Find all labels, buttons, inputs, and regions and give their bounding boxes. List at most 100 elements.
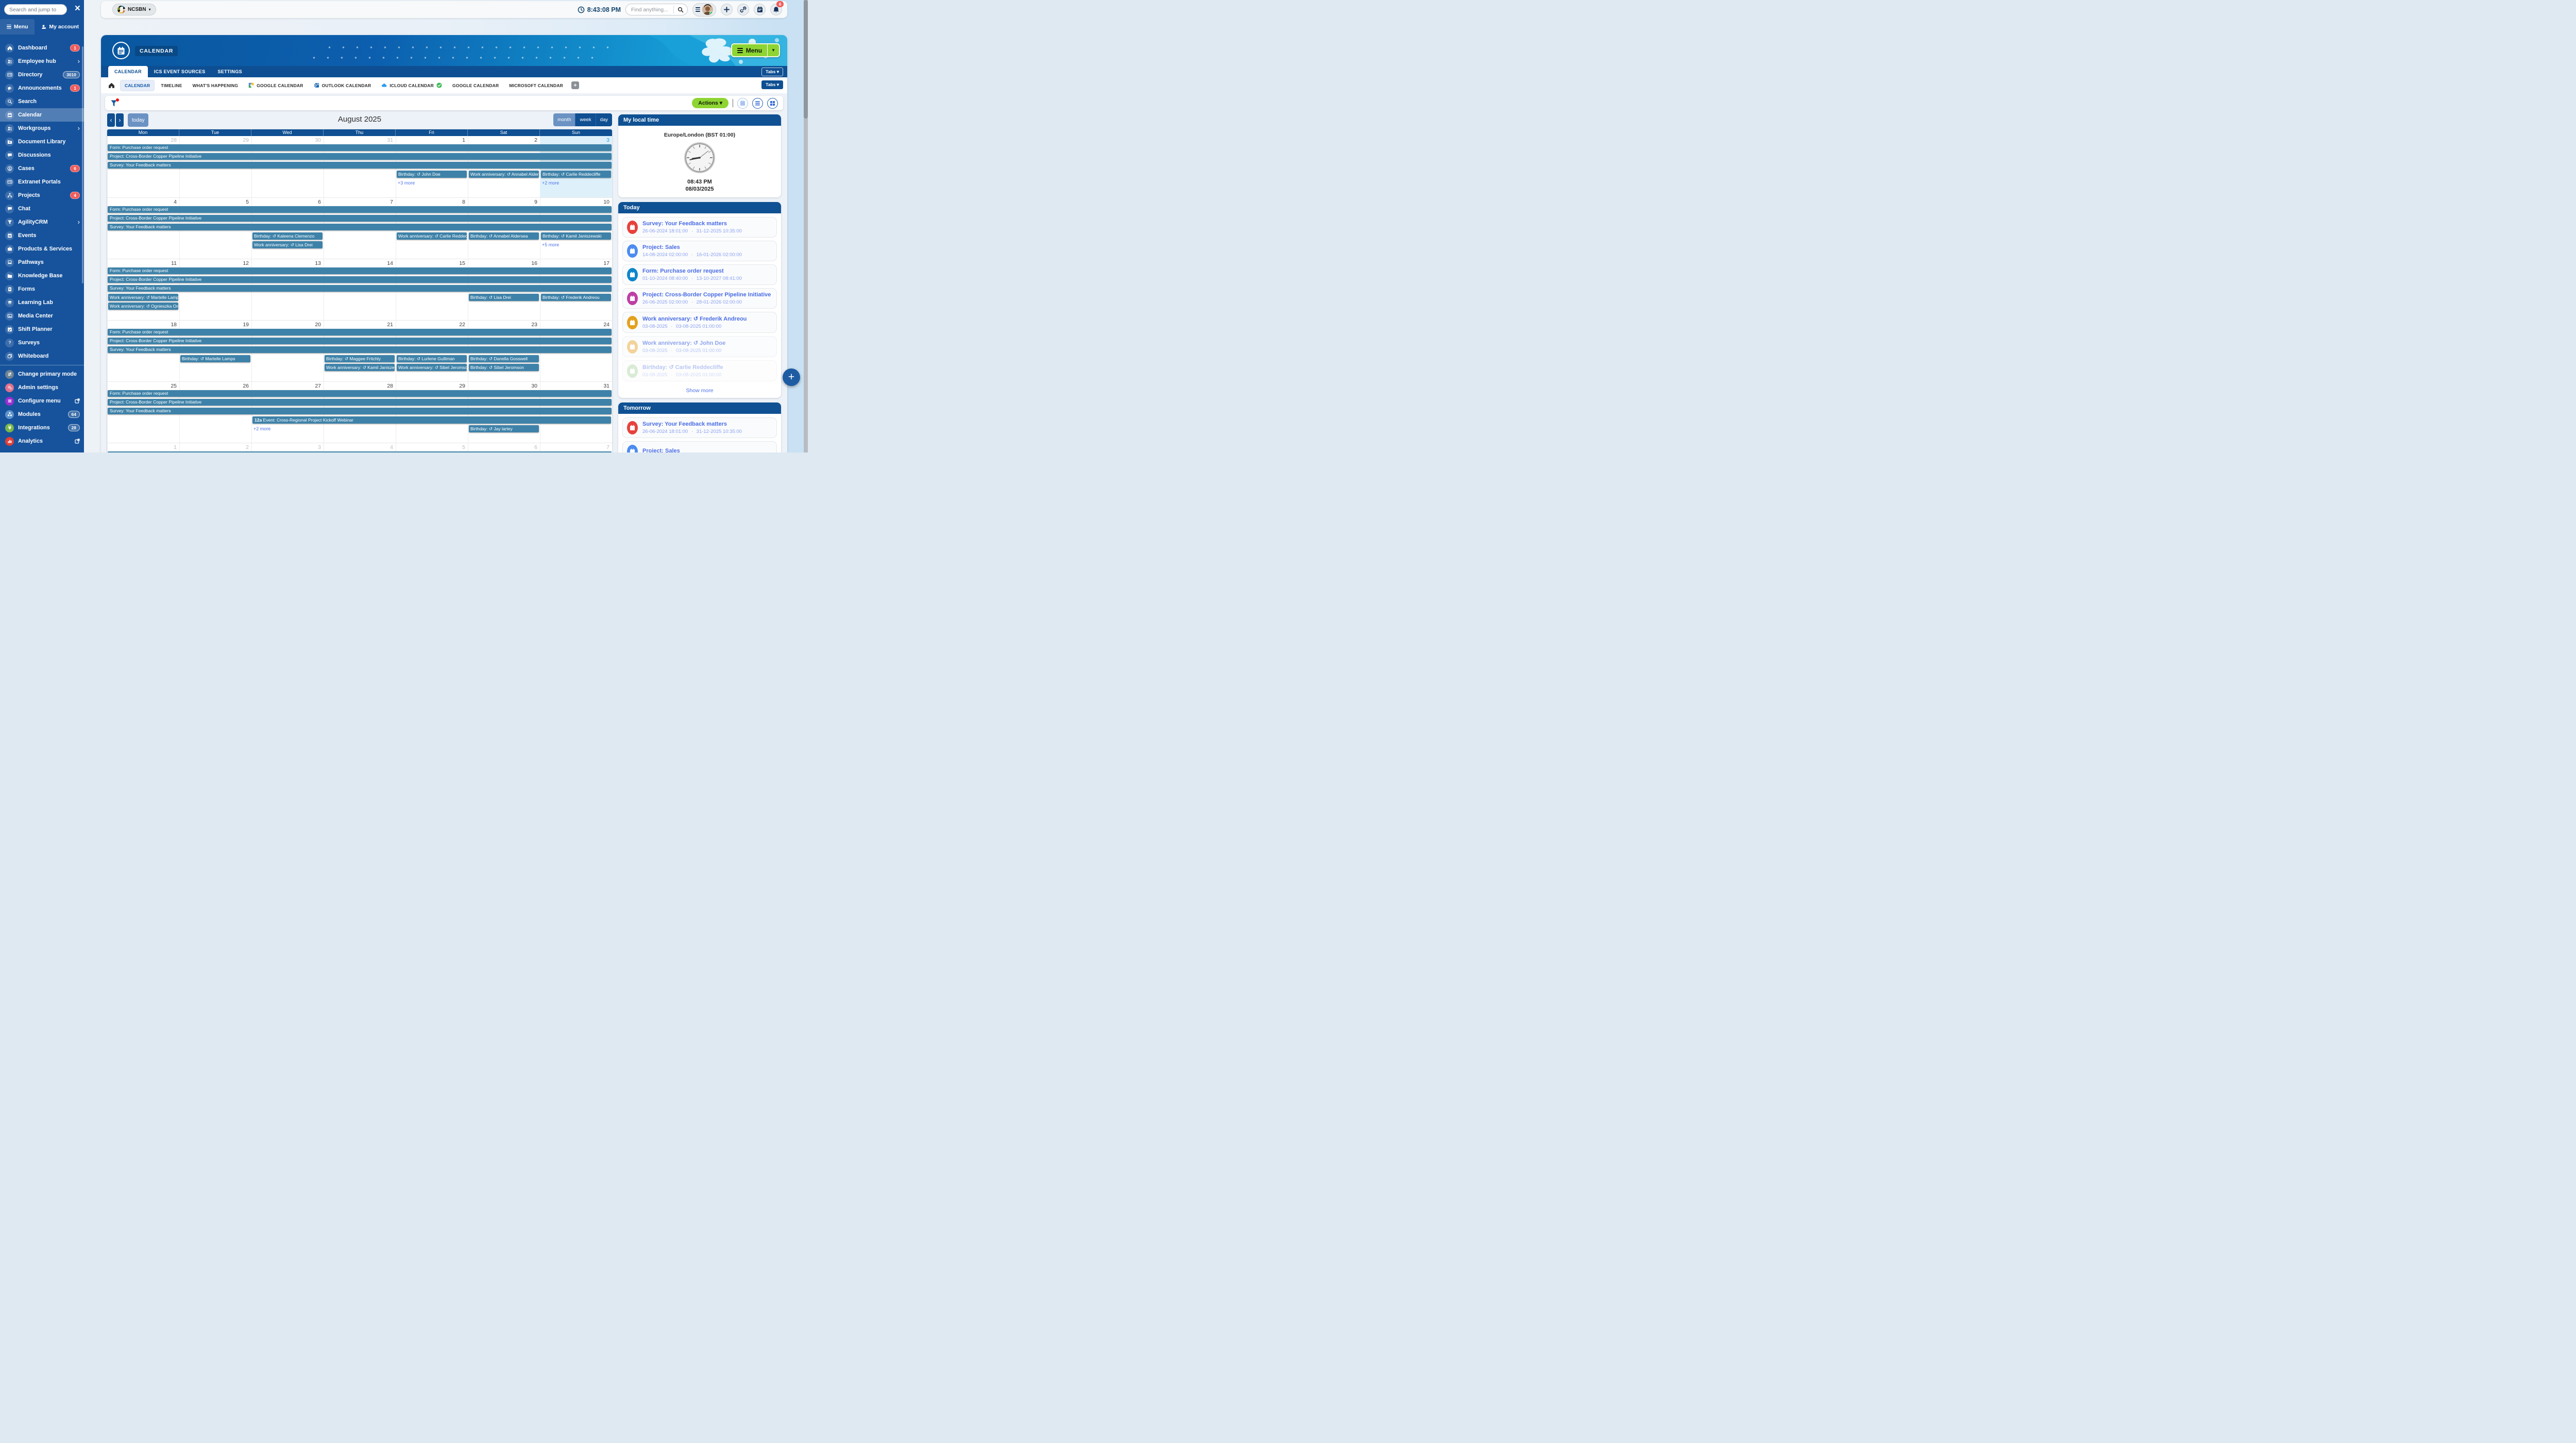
calendar-event[interactable]: Birthday: ↺ Sibel Jeromson (469, 364, 539, 371)
date-number[interactable]: 2 (246, 444, 249, 450)
sidebar-item-surveys[interactable]: ? Surveys (0, 336, 84, 349)
date-number[interactable]: 15 (459, 260, 465, 266)
sidebar-tab-menu[interactable]: Menu (0, 19, 35, 35)
calendar-event[interactable]: Birthday: ↺ Carlie Reddecliffe (541, 171, 611, 178)
sidebar-item-projects[interactable]: Projects 4 (0, 189, 84, 202)
date-number[interactable]: 30 (315, 137, 321, 143)
subtabs-dropdown-button[interactable]: Tabs ▾ (761, 80, 783, 89)
sidebar-item-announcements[interactable]: Announcements 1 (0, 81, 84, 95)
agenda-item[interactable]: Survey: Your Feedback matters 26-06-2024… (622, 217, 777, 238)
calendar-event[interactable]: Birthday: ↺ Lurlene Gulliman (397, 355, 467, 362)
sidebar-item-change-primary-mode[interactable]: Change primary mode (0, 367, 84, 381)
date-number[interactable]: 13 (315, 260, 321, 266)
calendar-event-span[interactable]: 12a Event: Cross-Regional Project Kickof… (252, 416, 611, 424)
date-number[interactable]: 16 (531, 260, 537, 266)
user-menu-button[interactable] (692, 3, 716, 16)
sidebar-item-knowledge-base[interactable]: Knowledge Base (0, 269, 84, 282)
today-button[interactable]: today (128, 113, 149, 127)
date-number[interactable]: 1 (174, 444, 177, 450)
view-month-button[interactable]: month (553, 113, 575, 126)
calendar-subtab-timeline-1[interactable]: TIMELINE (157, 80, 186, 91)
date-number[interactable]: 4 (390, 444, 393, 450)
date-number[interactable]: 2 (534, 137, 537, 143)
date-number[interactable]: 29 (243, 137, 249, 143)
sidebar-scrollbar[interactable] (82, 46, 83, 283)
next-month-button[interactable]: › (116, 113, 124, 127)
calendar-event-bar[interactable]: Form: Purchase order request (108, 329, 612, 335)
calendar-event-bar[interactable]: Project: Cross-Border Copper Pipeline In… (108, 215, 612, 222)
date-number[interactable]: 9 (534, 199, 537, 205)
sidebar-item-shift-planner[interactable]: Shift Planner (0, 323, 84, 336)
more-events-link[interactable]: +5 more (542, 242, 560, 247)
calendar-event[interactable]: Birthday: ↺ Jay lartey (469, 425, 539, 432)
date-number[interactable]: 1 (462, 137, 465, 143)
calendar-event[interactable]: Work anniversary: ↺ Lisa Drei (252, 241, 323, 248)
sidebar-item-search[interactable]: Search (0, 95, 84, 108)
calendar-event[interactable]: Work anniversary: ↺ Martelle Lamps (108, 294, 178, 301)
sidebar-item-modules[interactable]: Modules 64 (0, 408, 84, 421)
calendar-event-bar[interactable]: Project: Cross-Border Copper Pipeline In… (108, 399, 612, 406)
date-number[interactable]: 10 (603, 199, 609, 205)
sidebar-item-cases[interactable]: Cases 6 (0, 162, 84, 175)
date-number[interactable]: 5 (246, 199, 249, 205)
module-tab-calendar[interactable]: CALENDAR (108, 66, 148, 77)
date-number[interactable]: 25 (171, 383, 177, 389)
date-number[interactable]: 27 (315, 383, 321, 389)
module-tab-settings[interactable]: SETTINGS (217, 69, 242, 74)
calendar-event-bar[interactable]: Project: Cross-Border Copper Pipeline In… (108, 276, 612, 283)
calendar-event-bar[interactable]: Survey: Your Feedback matters (108, 162, 612, 169)
org-switcher-button[interactable]: NCSBN ▾ (112, 4, 156, 15)
date-number[interactable]: 23 (531, 322, 537, 328)
filter-button[interactable] (110, 98, 119, 107)
sidebar-item-whiteboard[interactable]: Whiteboard (0, 349, 84, 363)
add-calendar-tab-button[interactable]: + (571, 81, 580, 89)
add-button[interactable] (721, 4, 733, 15)
calendar-event-bar[interactable]: Survey: Your Feedback matters (108, 224, 612, 230)
calendar-event[interactable]: Work anniversary: ↺ Kamil Janiszewski (325, 364, 395, 371)
date-number[interactable]: 31 (387, 137, 393, 143)
calendar-event[interactable]: Work anniversary: ↺ Carlie Reddecliffe (397, 232, 467, 240)
calendar-event-bar[interactable]: Form: Purchase order request (108, 390, 612, 397)
calendar-event[interactable]: Work anniversary: ↺ Ognieszka Ordzi... (108, 303, 178, 310)
calendar-event[interactable]: Work anniversary: ↺ Sibel Jeromson (397, 364, 467, 371)
notifications-button[interactable]: 6 (770, 1, 784, 15)
links-button[interactable] (737, 4, 749, 15)
calendar-event[interactable]: Birthday: ↺ Martelle Lamps (180, 355, 250, 362)
sidebar-item-learning-lab[interactable]: Learning Lab (0, 296, 84, 309)
view-list-button[interactable] (752, 97, 763, 109)
sidebar-item-configure-menu[interactable]: Configure menu (0, 394, 84, 408)
sidebar-item-document-library[interactable]: Document Library (0, 135, 84, 148)
date-number[interactable]: 26 (243, 383, 249, 389)
date-number[interactable]: 7 (390, 199, 393, 205)
prev-month-button[interactable]: ‹ (107, 113, 115, 127)
date-number[interactable]: 24 (603, 322, 609, 328)
date-number[interactable]: 17 (603, 260, 609, 266)
show-more-link[interactable]: Show more (686, 388, 714, 394)
calendar-event-bar[interactable]: Form: Purchase order request (108, 144, 612, 151)
calendar-event-bar[interactable]: Survey: Your Feedback matters (108, 346, 612, 353)
sidebar-item-calendar[interactable]: Calendar (0, 108, 84, 122)
sidebar-item-pathways[interactable]: Pathways (0, 256, 84, 269)
sidebar-item-employee-hub[interactable]: Employee hub › (0, 55, 84, 68)
calendar-event[interactable]: Birthday: ↺ Kamil Janiszewski (541, 232, 611, 240)
calendar-event-bar[interactable]: Survey: Your Feedback matters (108, 285, 612, 292)
sidebar-tab-my-account[interactable]: My account (35, 19, 86, 35)
view-day-button[interactable]: day (595, 113, 612, 126)
date-number[interactable]: 7 (606, 444, 609, 450)
module-menu-button[interactable]: Menu ▼ (731, 43, 780, 57)
date-number[interactable]: 20 (315, 322, 321, 328)
calendar-event[interactable]: Birthday: ↺ John Doe (397, 171, 467, 178)
calendar-event[interactable]: Birthday: ↺ Lisa Drei (469, 294, 539, 301)
sidebar-item-dashboard[interactable]: Dashboard 1 (0, 41, 84, 55)
agenda-item[interactable]: Form: Purchase order request 01-10-2024 … (622, 264, 777, 285)
module-tab-ics-event-sources[interactable]: ICS EVENT SOURCES (154, 69, 206, 74)
sidebar-item-forms[interactable]: Forms (0, 282, 84, 296)
sidebar-item-analytics[interactable]: Analytics (0, 434, 84, 448)
sidebar-item-agilitycrm[interactable]: AgilityCRM › (0, 215, 84, 229)
search-button[interactable] (674, 4, 687, 15)
date-number[interactable]: 18 (171, 322, 177, 328)
agenda-item[interactable]: Work anniversary: ↺ Frederik Andreou 03-… (622, 312, 777, 333)
sidebar-item-products-services[interactable]: Products & Services (0, 242, 84, 256)
agenda-item[interactable]: Birthday: ↺ Carlie Reddecliffe 03-08-202… (622, 360, 777, 381)
date-number[interactable]: 28 (171, 137, 177, 143)
